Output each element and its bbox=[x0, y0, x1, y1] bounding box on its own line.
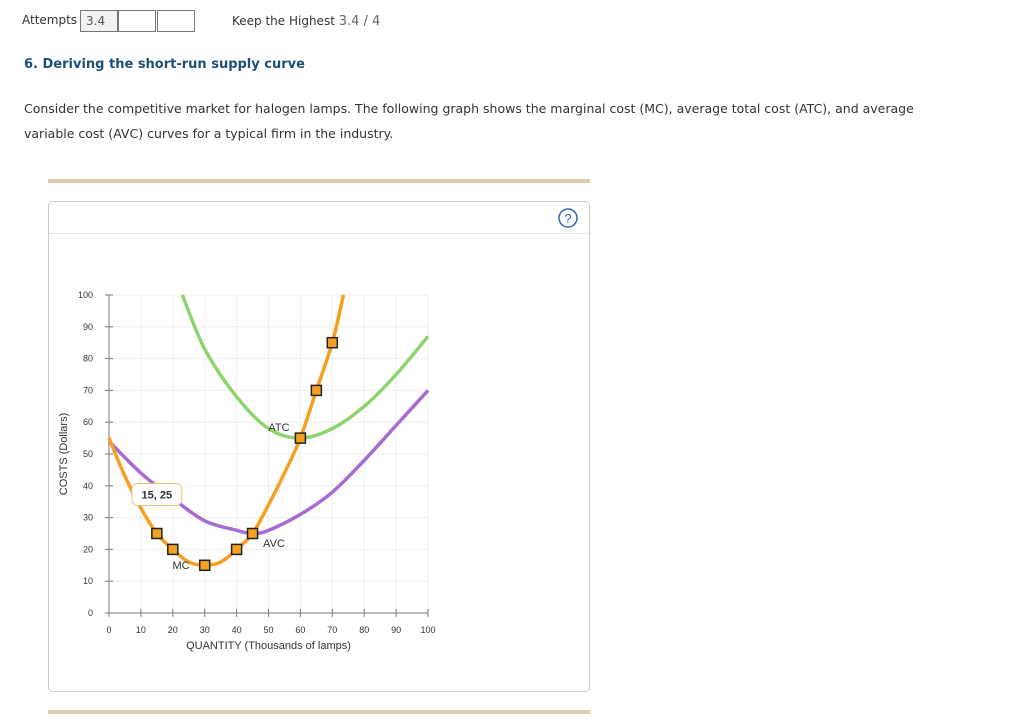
y-tick-label: 0 bbox=[88, 608, 93, 618]
x-tick-label: 20 bbox=[168, 625, 178, 635]
attempt-slot bbox=[157, 10, 195, 32]
point-marker bbox=[198, 559, 211, 572]
curve-label: MC bbox=[172, 560, 189, 572]
y-tick-label: 100 bbox=[78, 290, 93, 300]
x-tick-label: 70 bbox=[327, 625, 337, 635]
curve-label: ATC bbox=[268, 422, 289, 434]
attempts-label: Attempts bbox=[22, 13, 78, 27]
curve-label: AVC bbox=[263, 538, 285, 550]
x-tick-label: 0 bbox=[106, 625, 111, 635]
point-marker bbox=[167, 543, 179, 556]
point-marker bbox=[294, 432, 307, 444]
point-marker bbox=[230, 543, 243, 556]
point-marker bbox=[326, 336, 339, 349]
y-axis-label: COSTS (Dollars) bbox=[58, 413, 70, 496]
point-marker bbox=[246, 527, 259, 540]
keep-highest: Keep the Highest 3.4 / 4 bbox=[232, 14, 380, 29]
x-tick-label: 80 bbox=[359, 625, 369, 635]
question-text: Consider the competitive market for halo… bbox=[24, 101, 914, 141]
point-marker bbox=[151, 527, 163, 540]
y-tick-label: 40 bbox=[83, 481, 93, 491]
x-tick-label: 50 bbox=[263, 625, 273, 635]
y-tick-label: 70 bbox=[83, 385, 93, 395]
divider bbox=[48, 179, 590, 183]
graph-panel bbox=[48, 201, 590, 692]
tooltip-box bbox=[131, 483, 183, 506]
y-tick-label: 60 bbox=[83, 417, 93, 427]
x-axis-label: QUANTITY (Thousands of lamps) bbox=[186, 640, 351, 652]
x-tick-label: 60 bbox=[295, 625, 305, 635]
x-tick-label: 100 bbox=[420, 625, 435, 635]
keep-value: 3.4 / 4 bbox=[338, 14, 381, 29]
attempt-slot bbox=[118, 10, 156, 32]
help-button[interactable] bbox=[558, 208, 578, 228]
tooltip-text: 15, 25 bbox=[142, 490, 173, 502]
y-tick-label: 90 bbox=[83, 322, 93, 332]
y-tick-label: 10 bbox=[83, 576, 93, 586]
point-marker bbox=[310, 384, 323, 397]
attempt-score: 3.4 bbox=[80, 10, 118, 32]
y-tick-label: 80 bbox=[83, 354, 93, 364]
x-tick-label: 40 bbox=[232, 625, 242, 635]
y-tick-label: 50 bbox=[83, 449, 93, 459]
divider bbox=[48, 710, 590, 714]
question-title: 6. Deriving the short-run supply curve bbox=[24, 57, 305, 72]
x-tick-label: 90 bbox=[391, 625, 401, 635]
x-tick-label: 30 bbox=[200, 625, 210, 635]
keep-label: Keep the Highest bbox=[232, 14, 335, 28]
y-tick-label: 30 bbox=[83, 513, 93, 523]
y-tick-label: 20 bbox=[83, 544, 93, 554]
x-tick-label: 10 bbox=[136, 625, 146, 635]
curve bbox=[107, 294, 346, 568]
help-icon[interactable]: ? bbox=[564, 211, 571, 226]
